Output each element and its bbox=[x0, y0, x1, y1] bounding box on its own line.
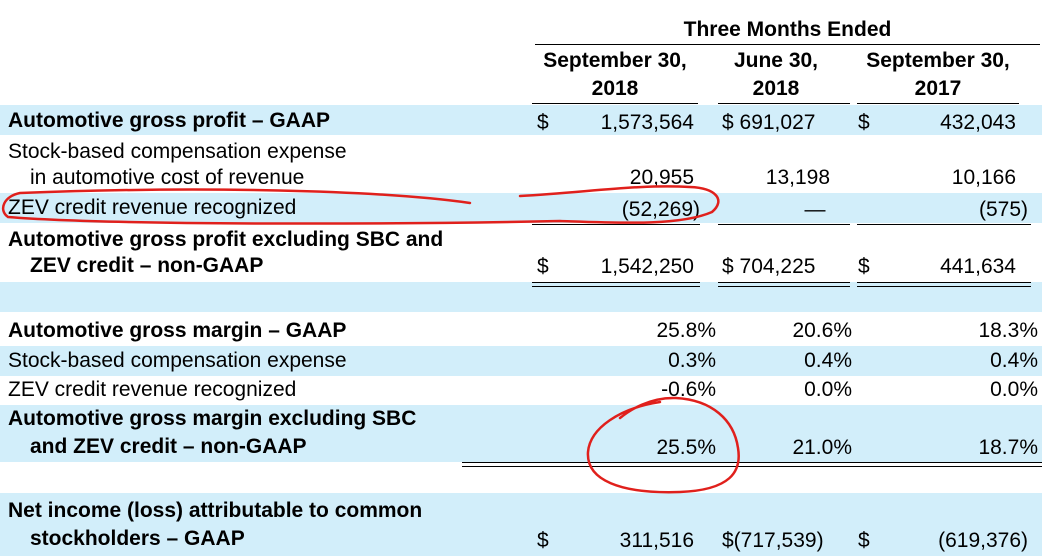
value-cell: 1,542,250 bbox=[600, 255, 694, 278]
total-double-rule bbox=[718, 282, 850, 283]
header-underline bbox=[535, 44, 1040, 45]
currency-symbol: $ bbox=[537, 529, 549, 552]
value-cell: 0.0% bbox=[804, 378, 852, 401]
currency-symbol: $ bbox=[537, 255, 549, 278]
value-cell: 0.0% bbox=[990, 378, 1038, 401]
currency-symbol: $ bbox=[537, 111, 549, 134]
row-label: ZEV credit – non-GAAP bbox=[30, 254, 264, 277]
currency-symbol: $ bbox=[858, 111, 870, 134]
value-cell: $(717,539) bbox=[722, 529, 824, 552]
total-double-rule bbox=[532, 282, 700, 283]
header-col3-line1: September 30, bbox=[866, 49, 1010, 72]
value-cell: 0.4% bbox=[990, 349, 1038, 372]
total-double-rule bbox=[462, 462, 1042, 463]
currency-symbol: $ bbox=[858, 255, 870, 278]
value-cell: — bbox=[804, 198, 826, 221]
value-cell: $ 691,027 bbox=[722, 111, 816, 134]
value-cell: 21.0% bbox=[792, 436, 852, 459]
row-band bbox=[0, 346, 1042, 376]
total-double-rule bbox=[857, 282, 1031, 283]
currency-symbol: $ bbox=[858, 529, 870, 552]
value-cell: (619,376) bbox=[938, 529, 1028, 552]
header-col3-line2: 2017 bbox=[914, 77, 962, 100]
header-col1-line2: 2018 bbox=[591, 77, 639, 100]
subtotal-rule bbox=[532, 224, 700, 225]
total-double-rule bbox=[462, 466, 1042, 467]
row-band bbox=[0, 405, 1042, 462]
header-col1-line1: September 30, bbox=[543, 49, 687, 72]
total-double-rule bbox=[532, 286, 700, 287]
subtotal-rule bbox=[857, 224, 1031, 225]
header-col3-underline bbox=[857, 103, 1019, 104]
row-label: in automotive cost of revenue bbox=[30, 166, 305, 189]
row-label: Automotive gross profit excluding SBC an… bbox=[8, 228, 444, 251]
value-cell: 25.8% bbox=[656, 319, 716, 342]
value-cell: 1,573,564 bbox=[600, 111, 694, 134]
header-col2-line1: June 30, bbox=[733, 49, 819, 72]
value-cell: 0.3% bbox=[668, 349, 716, 372]
row-band bbox=[0, 282, 1042, 312]
row-label: Automotive gross margin excluding SBC bbox=[8, 407, 417, 430]
value-cell: 10,166 bbox=[951, 166, 1016, 189]
total-double-rule bbox=[857, 286, 1031, 287]
subtotal-rule bbox=[718, 224, 850, 225]
value-cell: 18.7% bbox=[978, 436, 1038, 459]
value-cell: 20,955 bbox=[629, 166, 694, 189]
annotation-circle-margin bbox=[586, 396, 740, 494]
row-label: ZEV credit revenue recognized bbox=[8, 378, 297, 401]
value-cell: 311,516 bbox=[619, 529, 694, 552]
value-cell: 25.5% bbox=[656, 436, 716, 459]
row-label: Net income (loss) attributable to common bbox=[8, 499, 423, 522]
row-band bbox=[0, 105, 1042, 135]
header-col1-underline bbox=[532, 103, 698, 104]
value-cell: (52,269) bbox=[621, 198, 700, 221]
value-cell: -0.6% bbox=[661, 378, 716, 401]
value-cell: 13,198 bbox=[765, 166, 830, 189]
header-col2-line2: 2018 bbox=[752, 77, 800, 100]
value-cell: 441,634 bbox=[940, 255, 1016, 278]
row-label: Stock-based compensation expense bbox=[8, 140, 347, 163]
row-label: Stock-based compensation expense bbox=[8, 349, 347, 372]
value-cell: 0.4% bbox=[804, 349, 852, 372]
row-label: Automotive gross margin – GAAP bbox=[8, 319, 347, 342]
value-cell: 432,043 bbox=[940, 111, 1016, 134]
total-double-rule bbox=[718, 286, 850, 287]
value-cell: (575) bbox=[978, 198, 1028, 221]
value-cell: 18.3% bbox=[978, 319, 1038, 342]
row-label: and ZEV credit – non-GAAP bbox=[30, 435, 307, 458]
row-band bbox=[0, 493, 1042, 556]
annotation-ellipse-zev bbox=[1, 185, 720, 225]
row-label: stockholders – GAAP bbox=[30, 527, 245, 550]
row-label: ZEV credit revenue recognized bbox=[8, 196, 297, 219]
row-band bbox=[0, 193, 1042, 223]
header-group-title: Three Months Ended bbox=[683, 18, 892, 41]
value-cell: $ 704,225 bbox=[722, 255, 816, 278]
value-cell: 20.6% bbox=[792, 319, 852, 342]
header-col2-underline bbox=[718, 103, 850, 104]
row-label: Automotive gross profit – GAAP bbox=[8, 109, 331, 132]
